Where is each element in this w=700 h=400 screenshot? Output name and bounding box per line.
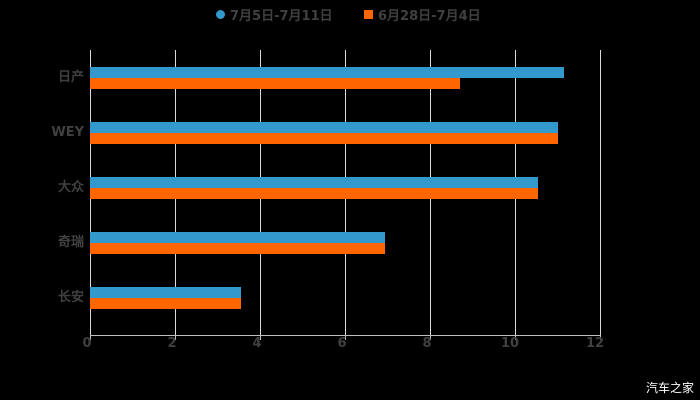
bar-current-week bbox=[90, 122, 558, 133]
legend-swatch-orange-icon bbox=[364, 9, 373, 19]
bar-previous-week bbox=[90, 78, 460, 89]
gridline bbox=[600, 50, 601, 335]
x-tick-label: 8 bbox=[422, 336, 432, 351]
x-tick-label: 10 bbox=[500, 336, 520, 351]
x-tick bbox=[260, 335, 261, 340]
x-tick-label: 4 bbox=[252, 336, 262, 351]
bar-current-week bbox=[90, 177, 539, 188]
legend-label: 7月5日-7月11日 bbox=[230, 8, 333, 24]
watermark: 汽车之家 bbox=[645, 381, 694, 395]
x-tick-label: 12 bbox=[585, 336, 605, 351]
bar-previous-week bbox=[90, 133, 558, 144]
bar-previous-week bbox=[90, 298, 241, 309]
chart-legend: 7月5日-7月11日 6月28日-7月4日 bbox=[0, 4, 700, 24]
category-label-chery: 奇瑞 bbox=[57, 235, 84, 250]
bar-previous-week bbox=[90, 188, 539, 199]
category-label-nissan: 日产 bbox=[57, 70, 84, 85]
category-label-volkswagen: 大众 bbox=[57, 180, 84, 195]
x-tick bbox=[345, 335, 346, 340]
x-tick bbox=[600, 335, 601, 340]
legend-item-series-1[interactable]: 7月5日-7月11日 bbox=[216, 4, 333, 24]
legend-label: 6月28日-7月4日 bbox=[378, 8, 481, 24]
x-tick bbox=[175, 335, 176, 340]
bar-previous-week bbox=[90, 243, 386, 254]
bar-current-week bbox=[90, 287, 241, 298]
bar-current-week bbox=[90, 67, 564, 78]
x-tick bbox=[515, 335, 516, 340]
x-tick-label: 2 bbox=[167, 336, 177, 351]
category-label-changan: 长安 bbox=[57, 290, 84, 305]
x-tick-label: 0 bbox=[82, 336, 92, 351]
bar-current-week bbox=[90, 232, 386, 243]
legend-swatch-blue-icon bbox=[216, 9, 225, 19]
legend-item-series-2[interactable]: 6月28日-7月4日 bbox=[364, 4, 481, 24]
x-tick-label: 6 bbox=[337, 336, 347, 351]
x-tick bbox=[90, 335, 91, 340]
category-label-wey: WEY bbox=[51, 125, 84, 140]
x-tick bbox=[430, 335, 431, 340]
